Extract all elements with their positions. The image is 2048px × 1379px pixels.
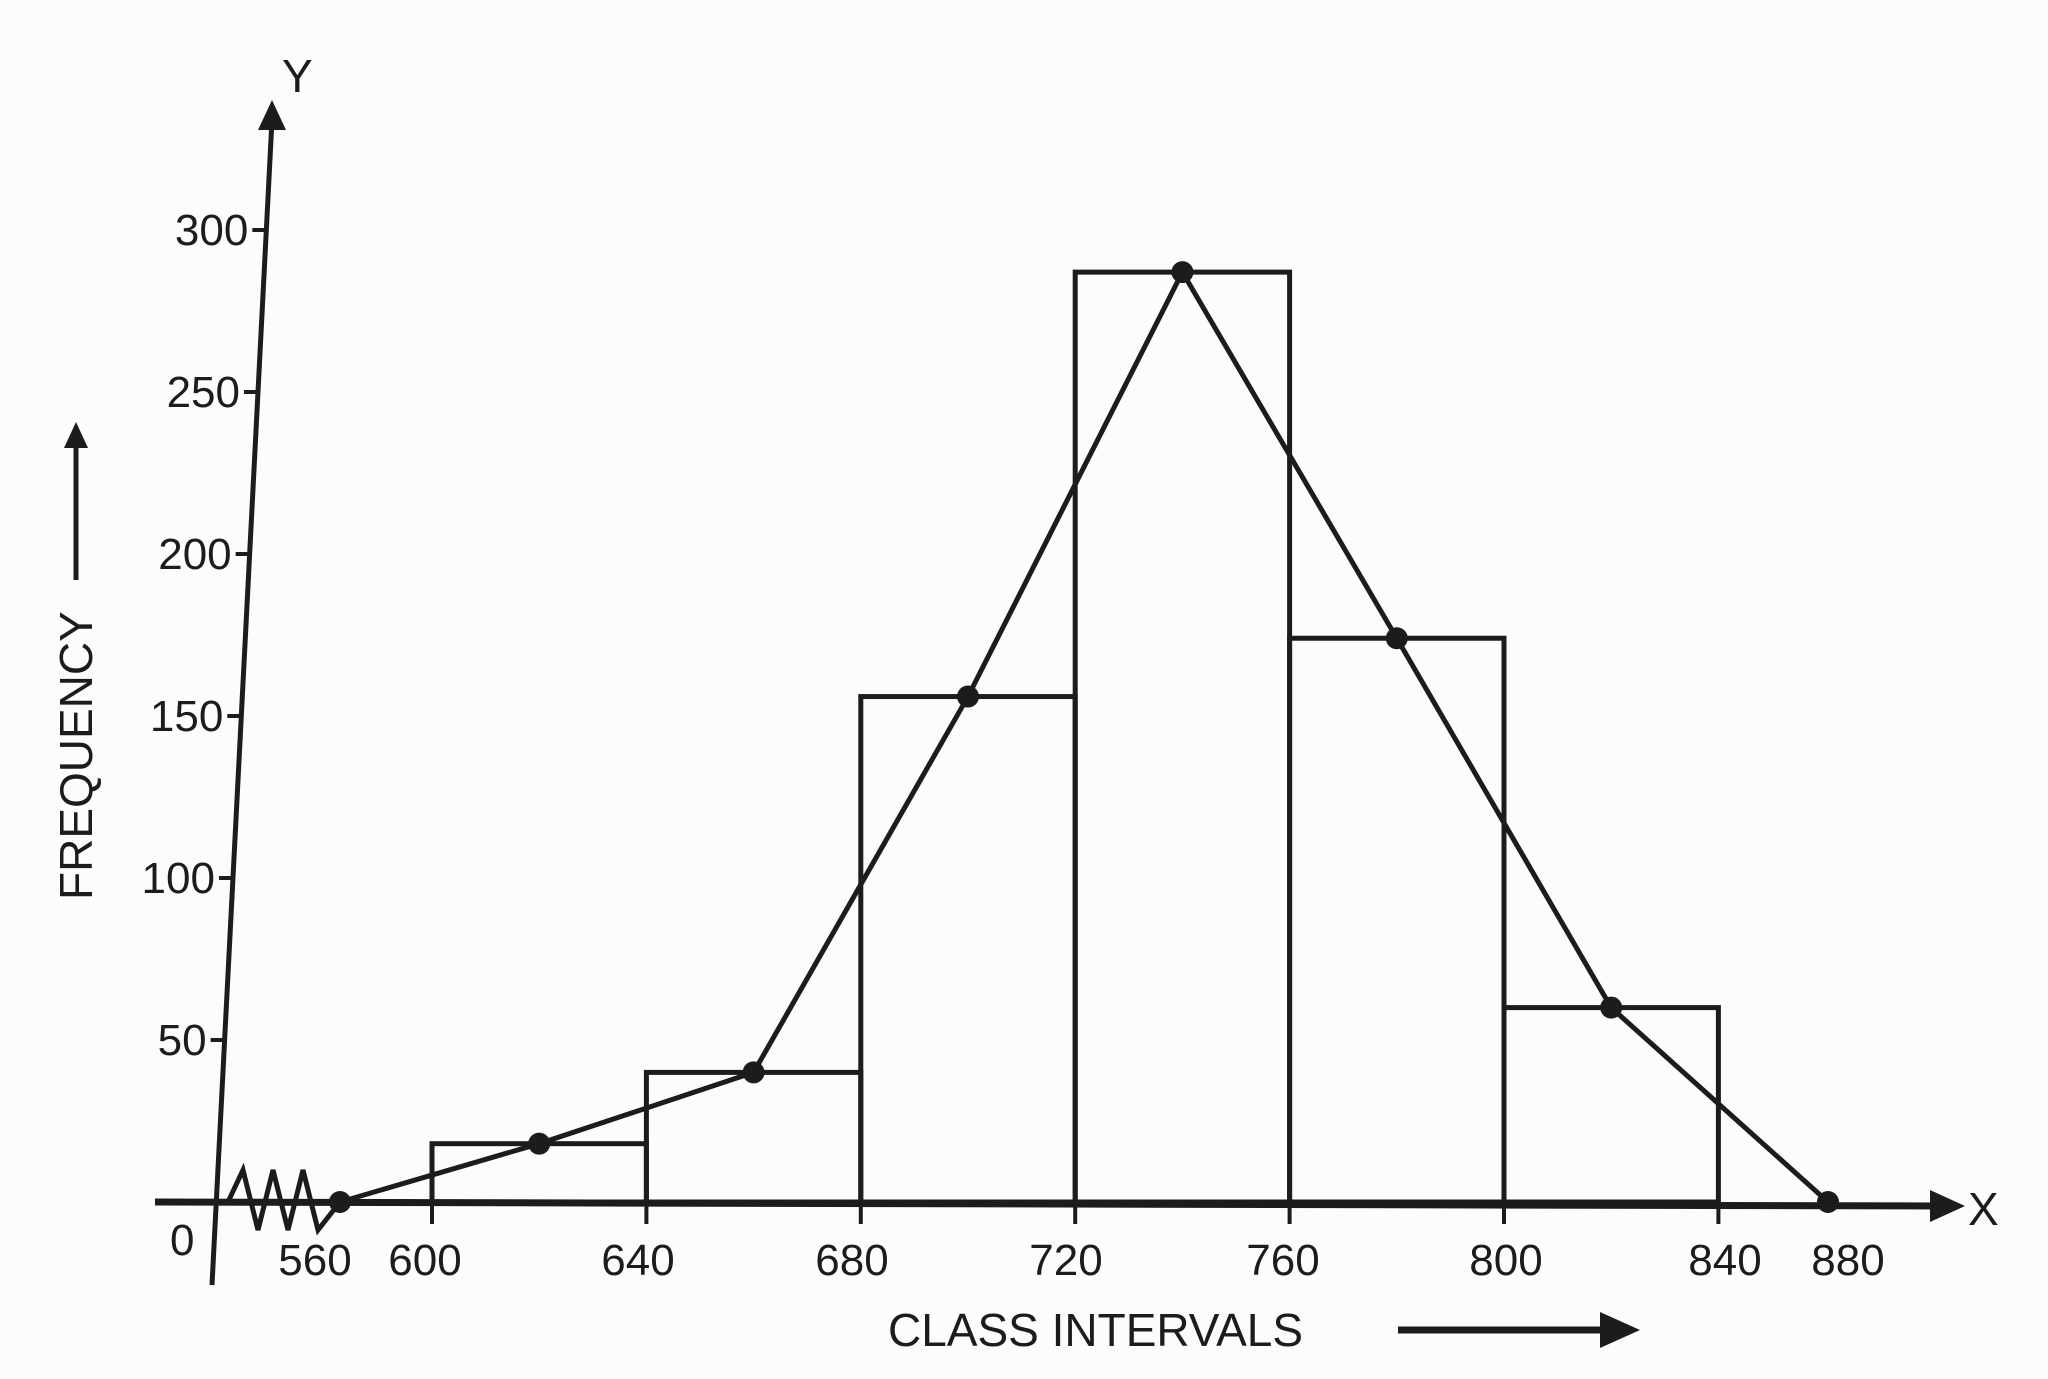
data-point-marker-icon [742,1061,765,1084]
x-tick-label: 560 [278,1236,351,1285]
y-axis-letter: Y [282,50,313,102]
y-axis-title-text: FREQUENCY [50,611,102,900]
histogram-bar-640-680 [643,1069,864,1205]
x-axis-letter: X [1968,1183,1999,1235]
y-axis-title: FREQUENCY [50,422,102,900]
data-point-marker-icon [957,685,979,708]
data-point-marker-icon [329,1191,351,1213]
y-tick-label: 100 [142,854,215,903]
y-tick-label: 50 [158,1016,207,1065]
x-axis-title-text: CLASS INTERVALS [888,1304,1303,1356]
x-tick-label: 680 [815,1236,888,1285]
x-axis-arrow-icon [1930,1190,1965,1222]
y-axis-arrow-icon [258,100,286,130]
y-tick-label: 150 [150,692,223,741]
x-axis-title: CLASS INTERVALS [888,1304,1640,1356]
y-axis: Y 50 100 150 200 250 300 [142,50,313,1286]
origin-label: 0 [170,1216,194,1265]
x-tick-label: 720 [1029,1236,1102,1285]
y-axis-title-arrow-icon [64,422,88,448]
y-tick-label: 300 [175,206,248,255]
histogram-bar-760-800 [1287,635,1507,1205]
x-tick-label: 640 [601,1236,674,1285]
histogram-bars [429,269,1721,1205]
y-tick-label: 200 [158,530,231,579]
frequency-polygon [329,261,1839,1213]
x-tick-label: 840 [1688,1236,1761,1285]
x-tick-label: 880 [1811,1236,1884,1285]
frequency-polygon-line [339,269,1830,1205]
x-tick-label: 600 [388,1236,461,1285]
x-tick-label: 800 [1469,1236,1542,1285]
data-point-marker-icon [1600,996,1623,1019]
x-axis-title-arrow-icon [1600,1312,1640,1348]
y-tick-label: 250 [167,368,240,417]
histogram-bar-680-720 [858,694,1078,1205]
histogram-bar-800-840 [1501,1005,1721,1205]
data-point-marker-icon [1385,627,1408,650]
data-point-marker-icon [1817,1191,1839,1213]
axis-break-zigzag-icon [225,1162,342,1236]
x-ticks: 560 600 640 680 720 760 800 840 880 [278,1202,1885,1285]
histogram-bar-720-760 [1072,269,1293,1205]
y-ticks: 50 100 150 200 250 300 [142,206,267,1065]
x-tick-label: 760 [1246,1236,1319,1285]
data-point-marker-icon [528,1132,551,1155]
data-point-marker-icon [1171,261,1194,284]
